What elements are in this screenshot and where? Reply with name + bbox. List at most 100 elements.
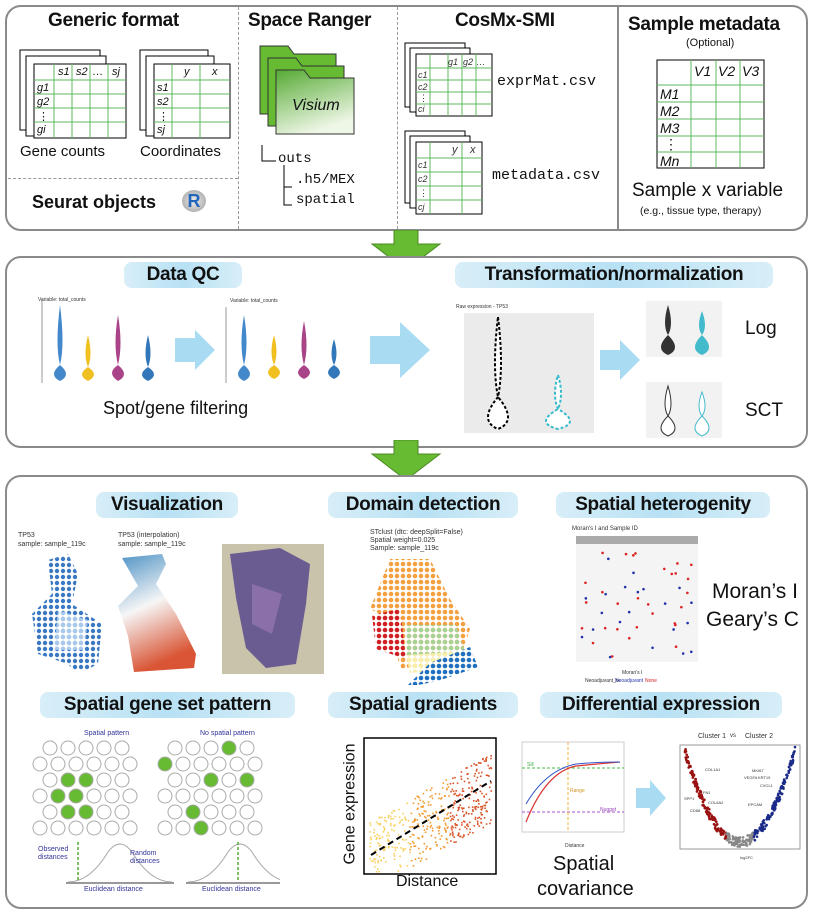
gene-point [735, 837, 738, 841]
sample-point [632, 571, 635, 575]
gene-point [748, 836, 752, 839]
expression-point [369, 822, 372, 824]
expression-point [375, 870, 378, 873]
domain-detection-title: Domain detection [328, 492, 518, 518]
expression-point [443, 827, 446, 830]
expression-point [387, 846, 390, 849]
gene-point [695, 790, 699, 793]
expression-point [386, 838, 389, 841]
empty-spot [203, 804, 219, 820]
expression-point [414, 845, 417, 847]
expression-point [387, 839, 389, 842]
expression-point [430, 834, 433, 837]
sample-point [591, 628, 595, 631]
gene-point [738, 836, 742, 839]
expression-point [419, 852, 421, 855]
expression-point [389, 815, 392, 818]
expression-point [448, 795, 450, 797]
transformation-title: Transformation/normalization [455, 262, 773, 288]
empty-spot [211, 788, 227, 804]
expression-point [449, 815, 452, 818]
expression-point [445, 817, 448, 820]
expression-point [469, 828, 471, 831]
gene-point [703, 805, 706, 809]
expression-point [438, 826, 441, 828]
divider [8, 178, 238, 179]
expression-point [404, 818, 407, 820]
gene-point [719, 833, 723, 836]
expression-point [460, 824, 463, 826]
expression-point [393, 858, 396, 861]
expression-point [475, 800, 477, 802]
domain-line-2: Spatial weight=0.025 [370, 537, 436, 544]
gene-point [710, 814, 713, 817]
expression-point [447, 826, 449, 828]
col-label: s2 [76, 66, 88, 78]
col-label: V3 [742, 63, 760, 79]
sample-metadata-table [656, 59, 765, 169]
sample-point [686, 621, 689, 625]
expression-point [453, 836, 456, 838]
gene-point [748, 842, 752, 846]
expression-point [447, 786, 450, 788]
expression-point [468, 812, 470, 815]
sample-metadata-caption: Sample x variable [632, 180, 784, 201]
expression-point [418, 837, 420, 840]
gene-point [772, 802, 776, 806]
expression-point [379, 844, 382, 847]
filled-spot [60, 772, 76, 788]
expression-point [429, 804, 432, 806]
expression-point [463, 821, 466, 823]
expression-point [452, 790, 455, 793]
expression-point [468, 787, 470, 789]
expression-point [445, 831, 447, 833]
expression-point [409, 848, 412, 851]
expression-point [376, 854, 378, 856]
expression-point [369, 857, 371, 860]
expression-point [475, 792, 477, 794]
expression-point [402, 848, 404, 850]
expression-point [488, 775, 490, 777]
expression-point [430, 787, 433, 789]
sample-point [591, 641, 595, 645]
gene-point [689, 771, 692, 775]
expression-point [416, 819, 419, 821]
sample-point [662, 567, 666, 571]
sample-point [580, 635, 584, 639]
expression-point [391, 812, 393, 814]
empty-spot [60, 740, 76, 756]
empty-spot [122, 820, 138, 836]
expression-point [419, 799, 422, 802]
spatial-covariance-label-2: covariance [537, 878, 634, 900]
gene-point [691, 776, 695, 779]
expr-table-icon [404, 42, 493, 117]
tree-item-spatial: spatial [296, 192, 355, 208]
expression-point [443, 819, 445, 822]
expression-point [425, 858, 428, 861]
expression-point [484, 807, 486, 810]
gene-point [714, 824, 717, 828]
expression-point [479, 775, 482, 778]
expression-point [427, 801, 430, 803]
expression-point [441, 787, 444, 789]
gene-point [693, 780, 696, 784]
expression-point [477, 762, 480, 764]
gene-point [709, 817, 713, 821]
row-label: c1 [418, 70, 428, 80]
expression-point [461, 821, 463, 824]
distance-xlabel: Distance [396, 873, 459, 890]
expression-point [418, 813, 421, 816]
empty-spot [157, 788, 173, 804]
gene-point [744, 843, 747, 847]
sample-point [608, 655, 612, 659]
expression-point [384, 816, 386, 819]
expression-point [485, 760, 487, 762]
expression-point [410, 859, 413, 862]
sample-point [635, 625, 639, 629]
expression-point [459, 804, 462, 806]
row-label: M2 [660, 103, 680, 119]
gene-point [773, 806, 777, 810]
expression-point [422, 805, 424, 807]
gene-point [787, 771, 791, 775]
expression-point [469, 831, 471, 834]
